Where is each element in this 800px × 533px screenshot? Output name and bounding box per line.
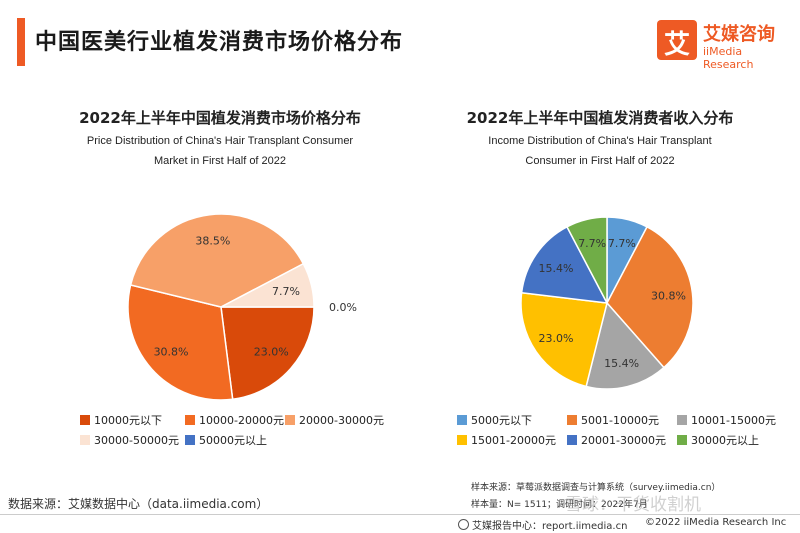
pie-data-label: 7.7%	[578, 237, 606, 250]
footer-divider	[0, 514, 800, 515]
legend-label: 20000-30000元	[299, 414, 384, 427]
legend-label: 5001-10000元	[581, 414, 659, 427]
sample-source-note: 样本来源：草莓派数据调查与计算系统（survey.iimedia.cn）	[471, 483, 721, 493]
legend-swatch	[185, 415, 195, 425]
logo-text-en: iiMedia Research	[703, 45, 754, 71]
pie-data-label: 0.0%	[329, 301, 357, 314]
legend-swatch	[567, 435, 577, 445]
chart2-subtitle-line1: Income Distribution of China's Hair Tran…	[488, 135, 712, 147]
chart1-pie: 23.0% 30.8% 38.5% 7.7% 0.0%	[127, 213, 357, 401]
legend-label: 10000元以下	[94, 414, 162, 427]
legend-item: 20000-30000元	[285, 413, 384, 429]
legend-item: 20001-30000元	[567, 433, 666, 449]
legend-item: 30000元以上	[677, 433, 759, 449]
data-source: 数据来源：艾媒数据中心（data.iimedia.com）	[8, 497, 269, 511]
report-center-link[interactable]: 艾媒报告中心：report.iimedia.cn	[458, 517, 627, 532]
legend-label: 20001-30000元	[581, 434, 666, 447]
legend-swatch	[185, 435, 195, 445]
legend-label: 30000-50000元	[94, 434, 179, 447]
pie-data-label: 7.7%	[272, 285, 300, 298]
chart2-pie: 7.7% 30.8% 15.4% 23.0% 15.4% 7.7%	[520, 216, 694, 390]
pie-slice	[565, 216, 608, 304]
copyright: ©2022 iiMedia Research Inc	[645, 517, 787, 528]
pie-data-label: 7.7%	[608, 237, 636, 250]
legend-swatch	[457, 435, 467, 445]
globe-icon	[458, 519, 469, 530]
legend-item: 50000元以上	[185, 433, 267, 449]
legend-label: 5000元以下	[471, 414, 532, 427]
watermark: 雪球：干货收割机	[565, 495, 701, 515]
report-center-text: 艾媒报告中心：report.iimedia.cn	[472, 521, 628, 532]
logo-mark: 艾	[657, 20, 697, 60]
title-accent-bar	[17, 18, 25, 66]
legend-swatch	[80, 415, 90, 425]
sample-size-note: 样本量：N= 1511；调研时间：2022年7月	[471, 500, 648, 510]
legend-item: 10000-20000元	[185, 413, 284, 429]
chart2-legend: 5000元以下 5001-10000元 10001-15000元 15001-2000…	[457, 413, 797, 453]
chart1-subtitle-line1: Price Distribution of China's Hair Trans…	[86, 135, 354, 147]
pie-slice	[606, 225, 694, 369]
chart1-subtitle-line2: Market in First Half of 2022	[153, 155, 287, 167]
chart2-subtitle-line2: Consumer in First Half of 2022	[525, 155, 675, 167]
legend-item: 5000元以下	[457, 413, 532, 429]
page-title: 中国医美行业植发消费市场价格分布	[35, 30, 404, 55]
chart1-title: 2022年上半年中国植发消费市场价格分布	[79, 109, 361, 127]
pie-data-label: 15.4%	[539, 262, 574, 275]
pie-slice	[220, 306, 315, 401]
legend-swatch	[457, 415, 467, 425]
legend-item: 10001-15000元	[677, 413, 776, 429]
legend-label: 10001-15000元	[691, 414, 776, 427]
legend-item: 10000元以下	[80, 413, 162, 429]
pie-data-label: 30.8%	[154, 346, 189, 359]
legend-swatch	[285, 415, 295, 425]
pie-data-label: 15.4%	[604, 357, 639, 370]
legend-label: 15001-20000元	[471, 434, 556, 447]
logo-text-cn: 艾媒咨询	[703, 24, 775, 45]
legend-label: 10000-20000元	[199, 414, 284, 427]
pie-slice	[127, 284, 234, 401]
pie-slice	[585, 301, 665, 390]
legend-swatch	[677, 435, 687, 445]
chart2-title: 2022年上半年中国植发消费者收入分布	[466, 109, 734, 127]
iimedia-logo: 艾 艾媒咨询 iiMedia Research	[657, 20, 787, 71]
pie-slice	[520, 291, 608, 388]
chart1-legend: 10000元以下 10000-20000元 20000-30000元 30000-50…	[80, 413, 400, 453]
pie-slice	[129, 213, 305, 308]
pie-data-label: 38.5%	[195, 235, 230, 248]
pie-slice	[220, 262, 315, 308]
pie-data-label: 23.0%	[539, 332, 574, 345]
legend-label: 30000元以上	[691, 434, 759, 447]
legend-label: 50000元以上	[199, 434, 267, 447]
pie-slice	[520, 225, 609, 304]
logo-char: 艾	[663, 30, 690, 60]
pie-data-label: 30.8%	[651, 290, 686, 303]
legend-swatch	[567, 415, 577, 425]
legend-item: 30000-50000元	[80, 433, 179, 449]
legend-item: 5001-10000元	[567, 413, 659, 429]
legend-swatch	[677, 415, 687, 425]
legend-swatch	[80, 435, 90, 445]
legend-item: 15001-20000元	[457, 433, 556, 449]
pie-data-label: 23.0%	[254, 345, 289, 358]
